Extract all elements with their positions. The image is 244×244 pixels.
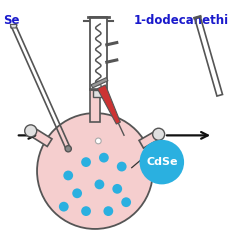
Polygon shape	[91, 78, 108, 88]
Circle shape	[63, 171, 73, 180]
Circle shape	[153, 128, 165, 140]
Text: 1-dodecanethi: 1-dodecanethi	[134, 14, 229, 27]
Circle shape	[117, 162, 127, 172]
Polygon shape	[139, 130, 161, 148]
Polygon shape	[97, 85, 120, 124]
Circle shape	[99, 153, 109, 163]
Circle shape	[97, 81, 100, 85]
Polygon shape	[28, 127, 52, 146]
Circle shape	[72, 188, 82, 198]
Circle shape	[112, 184, 122, 194]
FancyBboxPatch shape	[90, 89, 100, 122]
FancyBboxPatch shape	[92, 90, 104, 97]
Circle shape	[121, 197, 131, 207]
Circle shape	[81, 157, 91, 167]
Circle shape	[37, 113, 153, 229]
Circle shape	[81, 206, 91, 216]
Circle shape	[95, 138, 101, 144]
Polygon shape	[10, 24, 17, 28]
Circle shape	[59, 202, 69, 212]
Circle shape	[103, 206, 113, 216]
Circle shape	[25, 125, 37, 137]
Text: CdSe: CdSe	[146, 157, 178, 167]
Text: Se: Se	[4, 14, 20, 27]
Circle shape	[140, 140, 184, 184]
Circle shape	[94, 180, 104, 189]
Circle shape	[65, 146, 71, 152]
